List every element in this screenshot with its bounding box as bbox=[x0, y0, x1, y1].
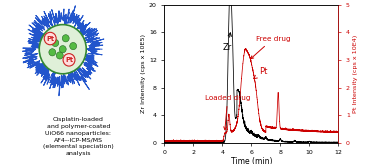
X-axis label: Time (min): Time (min) bbox=[231, 157, 272, 164]
Y-axis label: Pt Intensity (cps x 10E4): Pt Intensity (cps x 10E4) bbox=[353, 35, 358, 113]
Circle shape bbox=[39, 25, 86, 74]
Text: Zr: Zr bbox=[223, 33, 232, 52]
Circle shape bbox=[63, 54, 75, 66]
Circle shape bbox=[56, 52, 63, 59]
Circle shape bbox=[59, 46, 66, 53]
Circle shape bbox=[44, 32, 56, 45]
Text: Pt: Pt bbox=[46, 36, 54, 41]
Y-axis label: Zr Intensity (cps x 10E5): Zr Intensity (cps x 10E5) bbox=[141, 34, 146, 113]
Circle shape bbox=[62, 35, 69, 42]
Circle shape bbox=[67, 55, 74, 62]
Circle shape bbox=[49, 49, 56, 56]
Text: Loaded drug: Loaded drug bbox=[205, 95, 251, 130]
Text: Pt: Pt bbox=[65, 57, 73, 63]
Text: Free drug: Free drug bbox=[251, 36, 290, 59]
Text: Cisplatin-loaded
and polymer-coated
UiO66 nanoparticles:
AF4--ICP-MS/MS
(element: Cisplatin-loaded and polymer-coated UiO6… bbox=[43, 117, 114, 156]
Circle shape bbox=[52, 39, 59, 47]
Circle shape bbox=[70, 42, 77, 50]
Text: Pt: Pt bbox=[254, 67, 268, 79]
